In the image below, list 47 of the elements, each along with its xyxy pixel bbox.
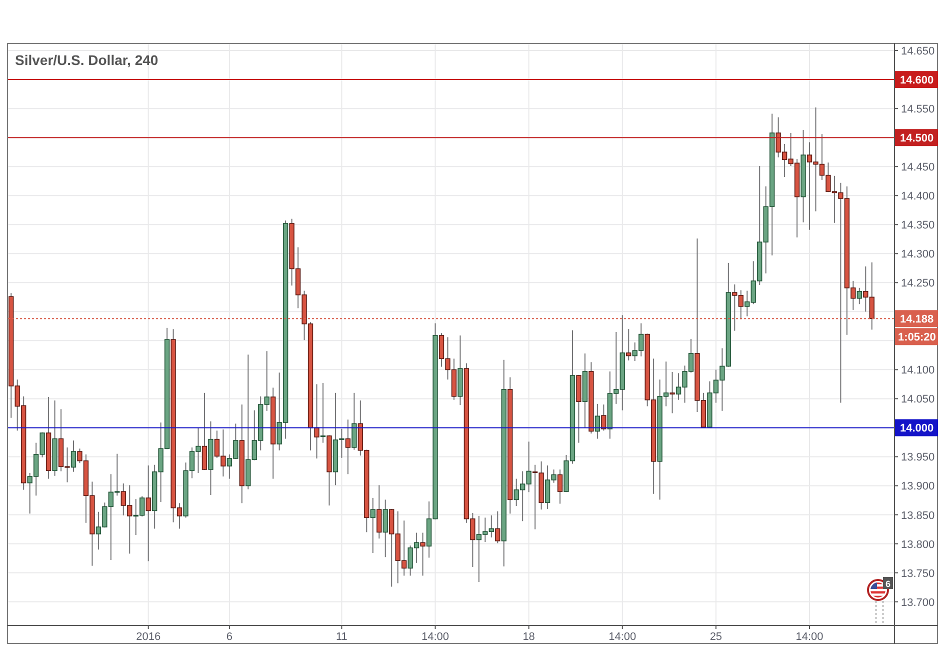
text: Silver/U.S. Dollar, 240: [15, 52, 158, 68]
candlestick: [594, 403, 600, 440]
y-tick-label: 13.900: [901, 480, 935, 493]
x-tick-label: 14:00: [421, 631, 450, 643]
y-tick-label: 14.300: [901, 248, 935, 261]
candlestick: [320, 382, 326, 444]
candlestick: [382, 499, 388, 558]
x-tick-label: 25: [710, 631, 722, 643]
ref-line-label: 14.000: [900, 422, 934, 435]
y-tick-label: 14.350: [901, 220, 935, 232]
candlestick: [420, 532, 426, 576]
ref-line-label: 14.600: [900, 74, 934, 87]
y-tick-label: 14.100: [901, 364, 935, 377]
candlestick: [557, 468, 563, 504]
candlestick: [856, 287, 862, 305]
y-tick-label: 13.700: [901, 596, 935, 609]
y-tick-label: 13.800: [901, 538, 935, 551]
candlestick: [370, 497, 376, 554]
candlestick: [146, 464, 151, 562]
y-tick-label: 14.550: [901, 104, 935, 116]
y-tick-label: 13.950: [901, 452, 935, 464]
y-tick-label: 14.050: [901, 394, 935, 406]
y-tick-label: 13.750: [901, 568, 935, 580]
ref-line-label: 14.500: [900, 132, 934, 145]
candlestick: [314, 384, 320, 459]
x-tick-label: 14:00: [608, 631, 636, 643]
x-tick-label: 11: [336, 631, 348, 643]
candlestick: [70, 440, 76, 472]
y-tick-label: 13.850: [901, 510, 935, 522]
text: 1:05:20: [898, 332, 936, 344]
x-tick-label: 14:00: [796, 631, 824, 643]
y-tick-label: 14.650: [901, 46, 935, 58]
y-tick-label: 14.250: [901, 278, 935, 290]
y-tick-label: 14.400: [901, 190, 935, 203]
candlestick: [376, 484, 382, 540]
candlestick: [670, 372, 675, 414]
y-tick-label: 14.450: [901, 162, 935, 174]
candlestick: [495, 510, 500, 544]
candlestick: [202, 392, 208, 471]
x-tick-label: 6: [226, 631, 232, 643]
candlestick: [626, 328, 632, 361]
x-tick-label: 2016: [136, 631, 161, 643]
x-tick-label: 18: [522, 631, 535, 643]
candlestick: [352, 392, 357, 450]
candlestick: [601, 404, 606, 432]
candlestick: [345, 419, 351, 475]
ref-line-label: 14.188: [900, 314, 934, 326]
